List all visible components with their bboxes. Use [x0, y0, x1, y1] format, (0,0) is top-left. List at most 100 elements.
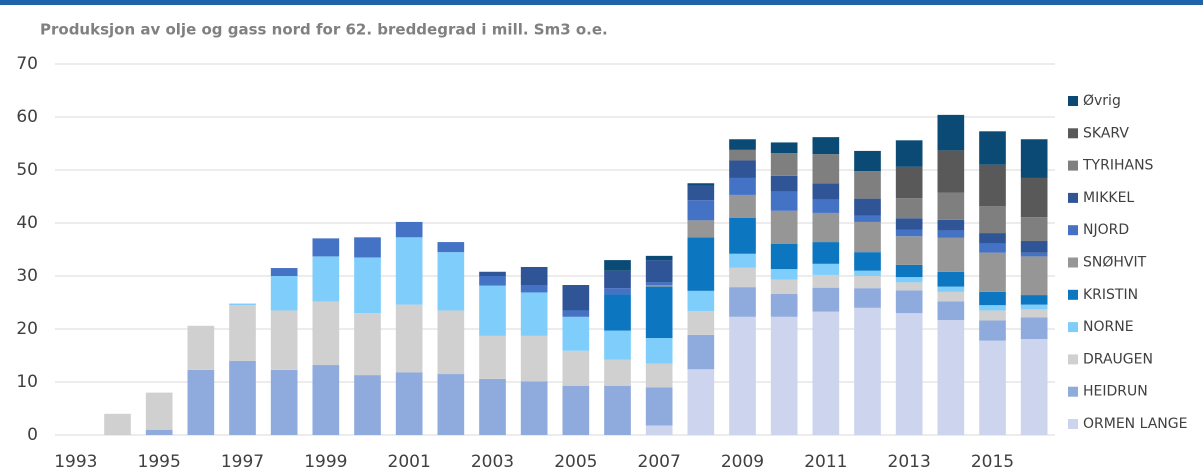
bar-segment	[312, 256, 340, 302]
y-tick-label: 30	[16, 266, 38, 286]
legend-swatch	[1068, 160, 1078, 171]
bar-segment	[729, 253, 756, 268]
bar-segment	[854, 215, 881, 222]
bar-segment	[729, 160, 756, 178]
bar-segment	[937, 319, 965, 435]
y-tick-label: 40	[16, 213, 38, 233]
bar-segment	[645, 255, 673, 261]
bar-segment	[1020, 339, 1048, 435]
legend-label: TYRIHANS	[1082, 158, 1154, 174]
bar-segment	[1020, 177, 1048, 218]
bar-segment	[895, 290, 923, 314]
bar-segment	[1020, 217, 1048, 242]
bar-segment	[812, 183, 840, 200]
bar-segment	[645, 286, 673, 339]
bar-segment	[645, 285, 673, 287]
bar-segment	[729, 139, 756, 150]
bar-segment	[562, 310, 590, 317]
bar-segment	[770, 316, 798, 435]
legend-swatch	[1068, 354, 1078, 365]
bar-segment	[1020, 309, 1048, 318]
bar-segment	[645, 338, 673, 364]
bar-segment	[770, 191, 798, 211]
bar-segment	[687, 237, 715, 291]
bar-segment	[729, 194, 756, 218]
bar-segment	[937, 291, 965, 302]
bar-segment	[770, 153, 798, 176]
bar-segment	[937, 237, 965, 272]
top-band	[0, 0, 1203, 5]
legend-label: HEIDRUN	[1083, 384, 1148, 400]
x-tick-label: 1993	[54, 452, 97, 468]
bar-segment	[354, 257, 381, 314]
y-tick-label: 0	[27, 425, 38, 445]
bar-segment	[604, 385, 631, 435]
y-tick-label: 70	[16, 54, 38, 74]
bar-segment	[854, 288, 881, 308]
bar-segment	[895, 236, 923, 265]
bar-segment	[770, 279, 798, 295]
bar-segment	[687, 220, 715, 238]
bar-segment	[812, 311, 840, 435]
bar-segment	[687, 185, 715, 201]
bar-segment	[395, 221, 423, 238]
bar-segment	[729, 217, 756, 254]
bar-segment	[687, 290, 715, 311]
bar-segment	[729, 177, 756, 195]
bar-segment	[604, 294, 631, 331]
legend-label: NORNE	[1083, 319, 1134, 335]
bar-segment	[604, 270, 631, 289]
bar-segment	[979, 252, 1006, 292]
bar-segment	[562, 316, 590, 351]
x-tick-label: 2009	[721, 452, 764, 468]
bar-segment	[687, 310, 715, 335]
legend-label: KRISTIN	[1083, 287, 1138, 303]
legend-label: MIKKEL	[1083, 190, 1134, 206]
bar-segment	[770, 175, 798, 192]
bar-segment	[854, 198, 881, 216]
bar-segment	[479, 285, 506, 336]
bar-segment	[1020, 252, 1048, 257]
bar-segment	[187, 369, 215, 435]
legend-swatch	[1068, 322, 1078, 333]
bar-segment	[1020, 256, 1048, 296]
bar-segment	[729, 267, 756, 288]
bar-segment	[1020, 295, 1048, 305]
legend-swatch	[1068, 419, 1078, 429]
bar-segment	[812, 263, 840, 275]
bar-segment	[145, 392, 173, 430]
bar-segment	[895, 313, 923, 435]
bar-segment	[854, 252, 881, 271]
x-tick-label: 2007	[638, 452, 681, 468]
legend-label: Øvrig	[1083, 93, 1121, 109]
y-tick-label: 50	[16, 160, 38, 180]
bar-segment	[437, 242, 465, 253]
bar-segment	[937, 192, 965, 220]
bar-segment	[854, 150, 881, 172]
bar-segment	[854, 270, 881, 276]
bar-segment	[604, 288, 631, 295]
bar-segment	[895, 277, 923, 283]
bar-segment	[520, 292, 548, 336]
bar-segment	[687, 183, 715, 186]
bar-segment	[479, 335, 506, 379]
x-tick-label: 2005	[554, 452, 597, 468]
bar-segment	[562, 285, 590, 311]
x-tick-label: 1997	[221, 452, 264, 468]
bar-segment	[770, 269, 798, 280]
bar-segment	[979, 164, 1006, 207]
x-tick-label: 2011	[804, 452, 847, 468]
bar-segment	[895, 140, 923, 167]
bar-segment	[937, 219, 965, 231]
bar-segment	[812, 199, 840, 213]
bar-segment	[854, 221, 881, 253]
chart-title: Produksjon av olje og gass nord for 62. …	[40, 21, 608, 39]
bar-segment	[270, 369, 298, 435]
bar-segment	[104, 413, 131, 435]
bar-segment	[812, 212, 840, 243]
bar-segment	[645, 260, 673, 283]
bar-segment	[854, 307, 881, 435]
bar-segment	[1020, 241, 1048, 253]
y-tick-label: 20	[16, 319, 38, 339]
legend-label: ORMEN LANGE	[1083, 416, 1187, 432]
